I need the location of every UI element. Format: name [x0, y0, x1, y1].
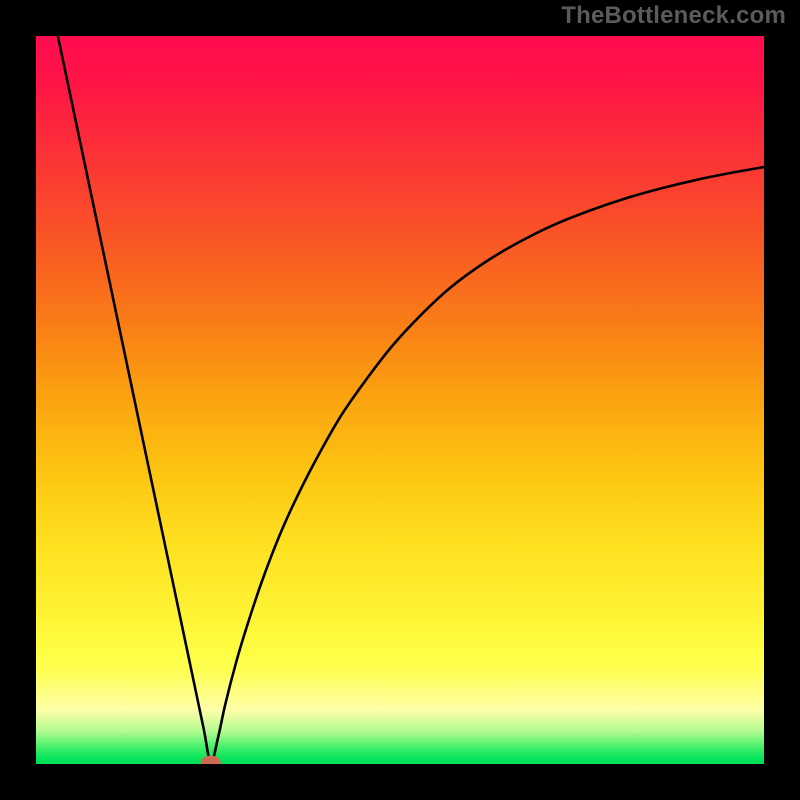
gradient-background: [36, 36, 764, 764]
watermark-text: TheBottleneck.com: [561, 2, 786, 30]
chart-container: TheBottleneck.com: [0, 0, 800, 800]
plot-svg: [36, 36, 764, 764]
plot-area: [36, 36, 764, 764]
